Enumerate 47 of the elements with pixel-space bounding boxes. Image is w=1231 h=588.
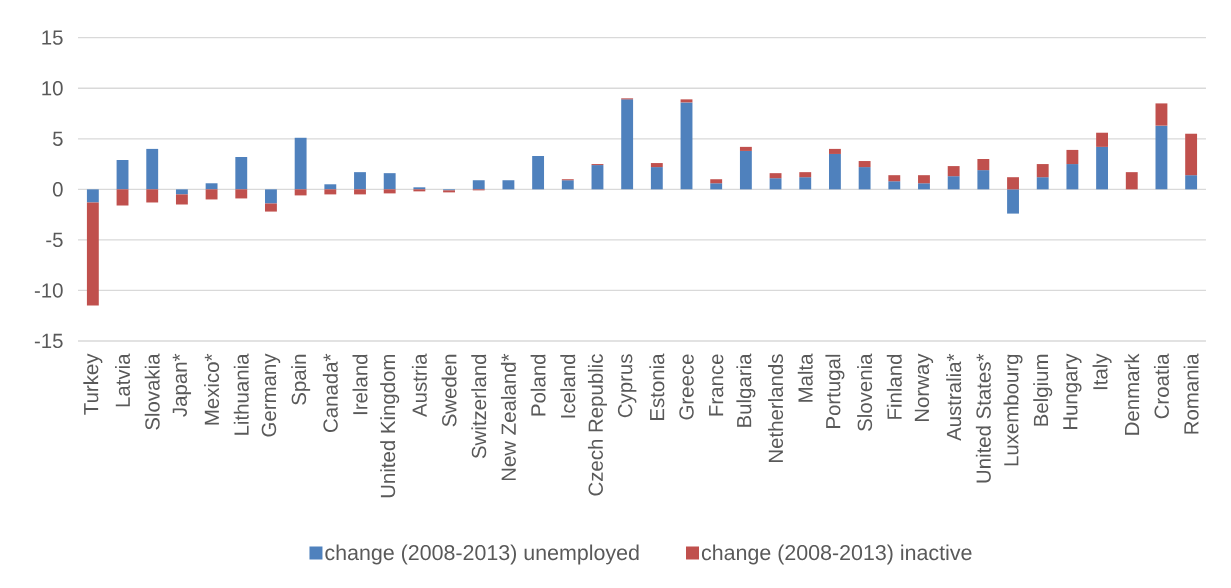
x-tick-label: Slovakia	[144, 353, 160, 430]
x-tick-label: Ireland	[352, 354, 368, 415]
x-tick-label: Czech Republic	[587, 354, 607, 496]
x-tick-label: Turkey	[83, 353, 103, 415]
x-tick-label: Hungary	[1063, 353, 1082, 430]
x-tick-label: Iceland	[560, 354, 576, 418]
x-tick-label: Japan*	[172, 353, 192, 417]
legend-label: change (2008-2013) inactive	[701, 544, 972, 565]
x-tick-label: New Zealand*	[500, 353, 516, 481]
y-tick-label: -15	[34, 333, 63, 349]
y-tick-label: 0	[52, 182, 63, 197]
x-tick-label: Germany	[261, 353, 281, 437]
x-tick-label: Switzerland	[471, 354, 487, 459]
x-tick-label: Bulgaria	[736, 353, 756, 427]
x-tick-label: Greece	[679, 354, 694, 420]
x-tick-label: Norway	[914, 353, 934, 422]
x-tick-label: Belgium	[1033, 354, 1053, 426]
x-tick-label: Croatia	[1153, 353, 1169, 419]
x-tick-label: Sweden	[441, 354, 457, 427]
x-tick-label: Estonia	[649, 353, 665, 420]
x-tick-label: France	[709, 354, 724, 416]
x-tick-label: Lithuania	[233, 353, 249, 435]
legend-label: change (2008-2013) unemployed	[325, 544, 639, 565]
x-tick-label: Slovenia	[857, 353, 873, 431]
x-tick-label: Austria	[411, 353, 427, 418]
y-tick-label: 10	[42, 81, 63, 96]
x-tick-label: Netherlands	[768, 354, 784, 462]
x-tick-label: Poland	[530, 354, 546, 416]
y-tick-label: -10	[34, 283, 63, 298]
x-tick-label: Malta	[797, 353, 813, 402]
x-tick-label: Portugal	[825, 354, 845, 428]
y-tick-label: -5	[46, 232, 63, 248]
x-tick-label: United States*	[975, 353, 991, 483]
x-tick-label: Cyprus	[617, 354, 637, 418]
x-tick-label: Finland	[886, 354, 902, 419]
x-tick-label: Mexico*	[204, 353, 220, 425]
x-tick-label: Australia*	[946, 353, 962, 441]
x-tick-label: Italy	[1092, 353, 1112, 390]
x-tick-label: United Kingdom	[380, 354, 400, 498]
x-tick-label: Canada*	[322, 353, 338, 432]
x-tick-label: Luxembourg	[1003, 354, 1023, 466]
x-tick-label: Spain	[291, 354, 311, 405]
x-tick-label: Latvia	[115, 353, 131, 407]
y-tick-label: 5	[52, 131, 63, 146]
x-tick-label: Romania	[1183, 353, 1199, 434]
y-tick-label: 15	[42, 30, 63, 45]
x-tick-label: Denmark	[1124, 353, 1140, 435]
